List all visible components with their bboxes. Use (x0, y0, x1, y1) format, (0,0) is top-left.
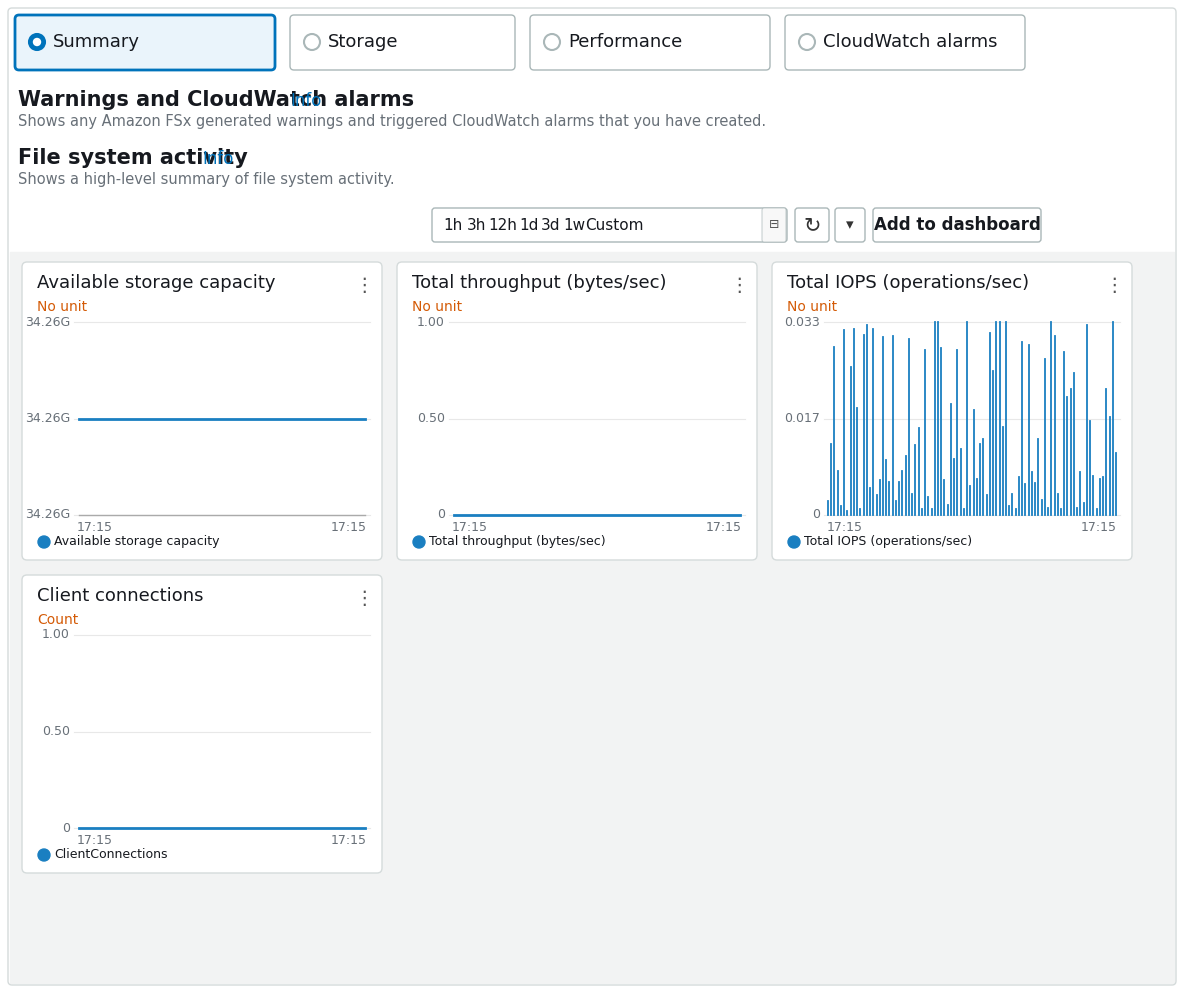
Text: 34.26G: 34.26G (25, 316, 70, 329)
Text: 1h: 1h (443, 217, 462, 232)
Text: No unit: No unit (412, 300, 462, 314)
Text: Info: Info (202, 150, 233, 168)
FancyBboxPatch shape (873, 208, 1041, 242)
Text: Total throughput (bytes/sec): Total throughput (bytes/sec) (412, 274, 667, 292)
Circle shape (304, 34, 320, 50)
Text: 34.26G: 34.26G (25, 508, 70, 521)
FancyBboxPatch shape (530, 15, 770, 70)
Text: 17:15: 17:15 (826, 521, 863, 534)
Circle shape (789, 536, 800, 548)
Text: 17:15: 17:15 (332, 521, 367, 534)
Text: No unit: No unit (787, 300, 837, 314)
Text: Available storage capacity: Available storage capacity (54, 535, 219, 548)
FancyBboxPatch shape (15, 15, 275, 70)
Text: Storage: Storage (328, 33, 399, 51)
Text: 1.00: 1.00 (43, 629, 70, 641)
Text: 0.50: 0.50 (41, 725, 70, 738)
Text: 3d: 3d (541, 217, 560, 232)
Text: Client connections: Client connections (37, 587, 204, 605)
Text: 17:15: 17:15 (1081, 521, 1117, 534)
Circle shape (799, 34, 815, 50)
Text: Info: Info (290, 92, 321, 110)
Text: 17:15: 17:15 (452, 521, 488, 534)
FancyBboxPatch shape (785, 15, 1025, 70)
FancyBboxPatch shape (22, 262, 382, 560)
Text: ⊟: ⊟ (768, 218, 779, 231)
Text: 0: 0 (62, 821, 70, 834)
Circle shape (33, 39, 40, 46)
Text: Shows any Amazon FSx generated warnings and triggered CloudWatch alarms that you: Shows any Amazon FSx generated warnings … (18, 114, 766, 129)
Text: 0.033: 0.033 (784, 316, 821, 329)
Text: ⋮: ⋮ (354, 276, 374, 295)
Circle shape (543, 34, 560, 50)
Text: 0: 0 (437, 508, 445, 521)
FancyBboxPatch shape (772, 262, 1132, 560)
Text: 17:15: 17:15 (706, 521, 742, 534)
Text: ⋮: ⋮ (1105, 276, 1124, 295)
FancyBboxPatch shape (432, 208, 787, 242)
Text: Warnings and CloudWatch alarms: Warnings and CloudWatch alarms (18, 90, 414, 110)
Text: 1d: 1d (519, 217, 539, 232)
FancyBboxPatch shape (835, 208, 866, 242)
Text: Shows a high-level summary of file system activity.: Shows a high-level summary of file syste… (18, 172, 394, 187)
Text: Total IOPS (operations/sec): Total IOPS (operations/sec) (804, 535, 972, 548)
Text: 17:15: 17:15 (77, 521, 112, 534)
Text: ClientConnections: ClientConnections (54, 848, 167, 862)
Text: 3h: 3h (466, 217, 487, 232)
Text: ⋮: ⋮ (354, 589, 374, 608)
FancyBboxPatch shape (290, 15, 515, 70)
FancyBboxPatch shape (397, 262, 757, 560)
Text: 0: 0 (812, 508, 821, 521)
Text: Available storage capacity: Available storage capacity (37, 274, 276, 292)
FancyBboxPatch shape (794, 208, 829, 242)
Text: 17:15: 17:15 (332, 834, 367, 847)
Text: 1.00: 1.00 (417, 316, 445, 329)
Circle shape (38, 536, 50, 548)
Text: ↻: ↻ (803, 215, 821, 235)
Circle shape (38, 849, 50, 861)
Text: ▾: ▾ (847, 217, 854, 232)
Text: File system activity: File system activity (18, 148, 247, 168)
Bar (9, 252, 1175, 983)
Text: CloudWatch alarms: CloudWatch alarms (823, 33, 997, 51)
Text: 34.26G: 34.26G (25, 412, 70, 425)
Circle shape (28, 34, 45, 50)
Text: Custom: Custom (585, 217, 643, 232)
Text: Add to dashboard: Add to dashboard (874, 216, 1041, 234)
Text: 1w: 1w (564, 217, 585, 232)
Text: Total throughput (bytes/sec): Total throughput (bytes/sec) (429, 535, 606, 548)
Circle shape (413, 536, 425, 548)
FancyBboxPatch shape (762, 208, 786, 242)
Text: Count: Count (37, 613, 78, 627)
FancyBboxPatch shape (22, 575, 382, 873)
Text: 17:15: 17:15 (77, 834, 112, 847)
Text: Performance: Performance (568, 33, 682, 51)
Text: 0.50: 0.50 (417, 412, 445, 425)
Text: 0.017: 0.017 (784, 412, 821, 425)
Text: ⋮: ⋮ (729, 276, 748, 295)
Text: Total IOPS (operations/sec): Total IOPS (operations/sec) (787, 274, 1029, 292)
Text: Summary: Summary (53, 33, 140, 51)
Text: 12h: 12h (488, 217, 517, 232)
Text: No unit: No unit (37, 300, 88, 314)
